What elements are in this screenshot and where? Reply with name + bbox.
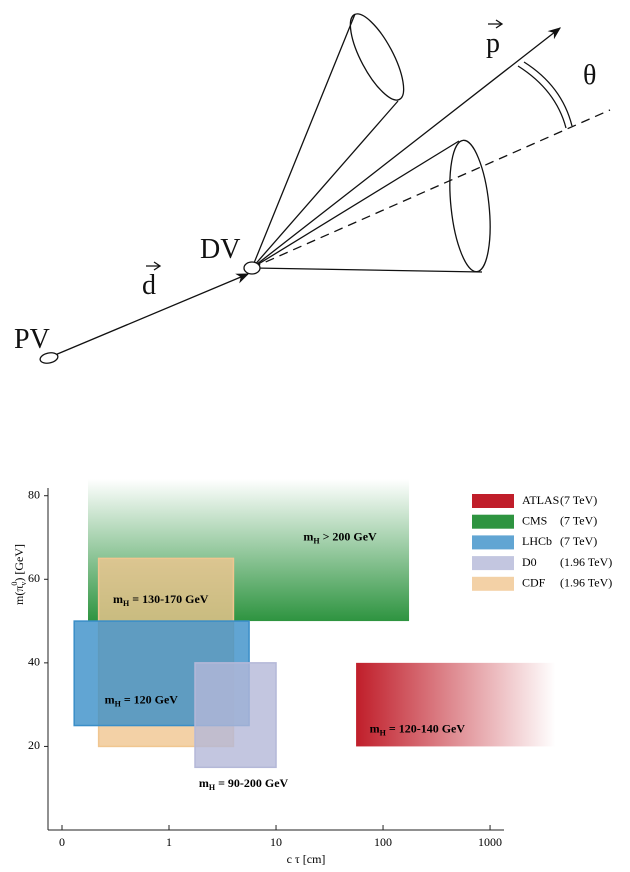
annotation-sub: H bbox=[313, 536, 320, 545]
y-label-part: ) [GeV] bbox=[12, 544, 26, 582]
annotation-part: m bbox=[199, 776, 209, 790]
annotation-part: = 120 GeV bbox=[121, 692, 178, 706]
annotation-part: = 90-200 GeV bbox=[215, 776, 288, 790]
theta-arc bbox=[523, 61, 573, 127]
legend-swatch bbox=[472, 576, 514, 591]
y-tick-label: 60 bbox=[28, 571, 40, 585]
dv-vertex bbox=[243, 261, 261, 275]
p-vector bbox=[251, 27, 562, 269]
y-label-part: m(π bbox=[12, 586, 26, 605]
annotation: mH = 130-170 GeV bbox=[113, 592, 209, 608]
x-tick-label: 0 bbox=[59, 835, 65, 849]
y-axis-label: m(π0v) [GeV] bbox=[10, 544, 28, 605]
legend-swatch bbox=[472, 494, 514, 508]
cone-edge bbox=[251, 100, 399, 269]
annotation-part: m bbox=[303, 529, 313, 543]
p-label: p bbox=[486, 28, 500, 59]
x-axis-label: c τ [cm] bbox=[287, 852, 326, 866]
region bbox=[194, 662, 277, 769]
legend-label: D0 bbox=[522, 555, 537, 569]
pv-vertex bbox=[39, 352, 59, 364]
legend-swatch bbox=[472, 535, 514, 550]
x-tick-label: 1 bbox=[166, 835, 172, 849]
cone-edge bbox=[251, 267, 483, 273]
annotation-sub: H bbox=[380, 729, 387, 738]
dv-direction bbox=[251, 109, 611, 269]
theta-arc bbox=[517, 65, 567, 129]
legend-energy: (7 TeV) bbox=[560, 534, 597, 548]
annotation: mH = 120-140 GeV bbox=[370, 721, 466, 737]
y-label-sup: 0 bbox=[10, 582, 19, 586]
annotation-sub: H bbox=[115, 699, 122, 708]
region bbox=[356, 662, 556, 747]
x-tick-label: 10 bbox=[270, 835, 282, 849]
annotation-part: m bbox=[370, 721, 380, 735]
annotation-part: = 130-170 GeV bbox=[129, 592, 208, 606]
legend-swatch bbox=[472, 556, 514, 571]
annotation-part: m bbox=[105, 692, 115, 706]
legend-label: CDF bbox=[522, 576, 546, 590]
legend-label: LHCb bbox=[522, 534, 552, 548]
legend-label: CMS bbox=[522, 513, 547, 527]
y-tick-label: 80 bbox=[28, 487, 40, 501]
decay-diagram: PV DV d p θ bbox=[14, 13, 611, 364]
x-tick-label: 1000 bbox=[478, 835, 502, 849]
annotation-sub: H bbox=[123, 599, 130, 608]
cone-end bbox=[349, 13, 405, 101]
y-tick-label: 20 bbox=[28, 738, 40, 752]
d-vector bbox=[54, 273, 250, 356]
legend-label: ATLAS bbox=[522, 493, 559, 507]
dv-label: DV bbox=[200, 234, 240, 265]
legend-swatch bbox=[472, 514, 514, 529]
cone-edge bbox=[251, 13, 356, 269]
legend-energy: (1.96 TeV) bbox=[560, 576, 612, 590]
theta-label: θ bbox=[583, 60, 596, 91]
annotation: mH = 120 GeV bbox=[105, 692, 179, 708]
pv-label: PV bbox=[14, 324, 50, 355]
annotation-part: m bbox=[113, 592, 123, 606]
cone-edge bbox=[251, 140, 460, 269]
vector-arrow bbox=[146, 261, 162, 271]
annotation: mH > 200 GeV bbox=[303, 529, 377, 545]
annotation-part: > 200 GeV bbox=[320, 529, 377, 543]
y-label-sub: v bbox=[19, 582, 28, 586]
legend-energy: (1.96 TeV) bbox=[560, 555, 612, 569]
x-tick-label: 100 bbox=[374, 835, 392, 849]
d-label: d bbox=[142, 270, 156, 301]
legend-energy: (7 TeV) bbox=[560, 493, 597, 507]
cone-end bbox=[449, 139, 491, 273]
annotation-sub: H bbox=[209, 783, 216, 792]
annotation-part: = 120-140 GeV bbox=[386, 721, 465, 735]
annotation: mH = 90-200 GeV bbox=[199, 776, 289, 792]
legend-energy: (7 TeV) bbox=[560, 513, 597, 527]
vector-arrow bbox=[488, 19, 504, 29]
y-tick-label: 40 bbox=[28, 655, 40, 669]
